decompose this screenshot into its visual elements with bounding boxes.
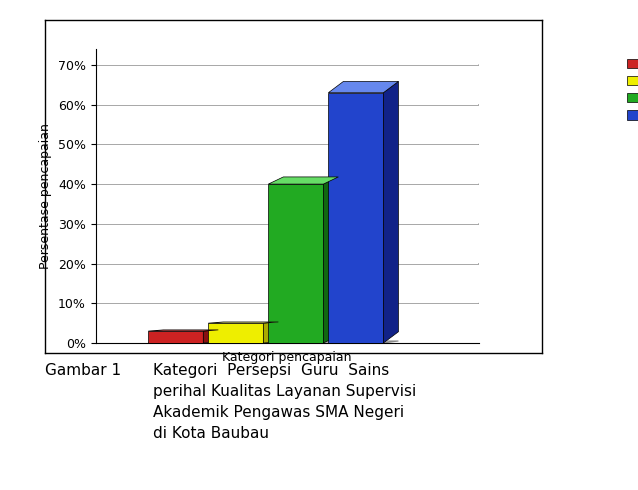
Text: Gambar 1: Gambar 1	[45, 363, 121, 378]
X-axis label: Kategori pencapaian: Kategori pencapaian	[223, 351, 352, 365]
Polygon shape	[148, 331, 204, 343]
Polygon shape	[208, 323, 263, 343]
Polygon shape	[263, 322, 278, 343]
Y-axis label: Persentase pencapaian: Persentase pencapaian	[40, 123, 52, 269]
Polygon shape	[148, 341, 399, 343]
Polygon shape	[148, 330, 218, 331]
Polygon shape	[323, 177, 338, 343]
Polygon shape	[204, 330, 218, 343]
Polygon shape	[269, 177, 338, 184]
Polygon shape	[269, 184, 323, 343]
Polygon shape	[208, 322, 278, 323]
Polygon shape	[329, 81, 399, 93]
Polygon shape	[383, 81, 399, 343]
Legend: sangat tidak baik, tidak baik, baik, sangat baik: sangat tidak baik, tidak baik, baik, san…	[623, 54, 638, 125]
Polygon shape	[329, 93, 383, 343]
Text: Kategori  Persepsi  Guru  Sains
perihal Kualitas Layanan Supervisi
Akademik Peng: Kategori Persepsi Guru Sains perihal Kua…	[153, 363, 417, 441]
